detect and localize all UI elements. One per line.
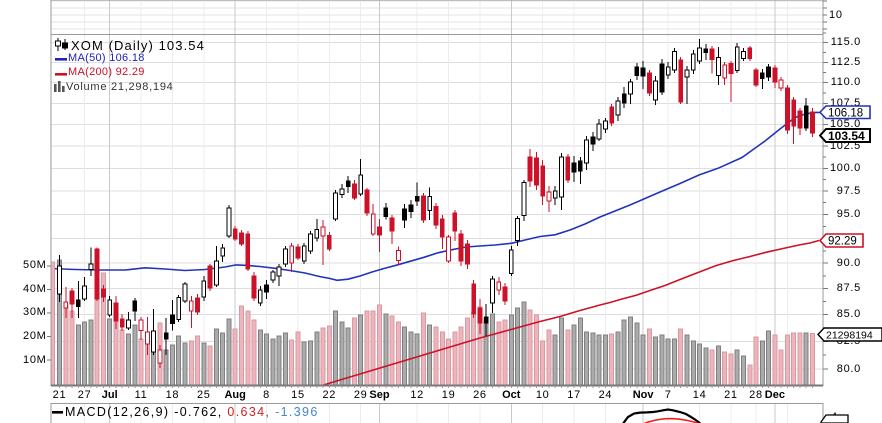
svg-text:106.18: 106.18 bbox=[828, 108, 863, 120]
svg-text:92.29: 92.29 bbox=[828, 235, 857, 247]
svg-text:21298194: 21298194 bbox=[826, 330, 873, 342]
svg-text:103.54: 103.54 bbox=[828, 129, 865, 143]
